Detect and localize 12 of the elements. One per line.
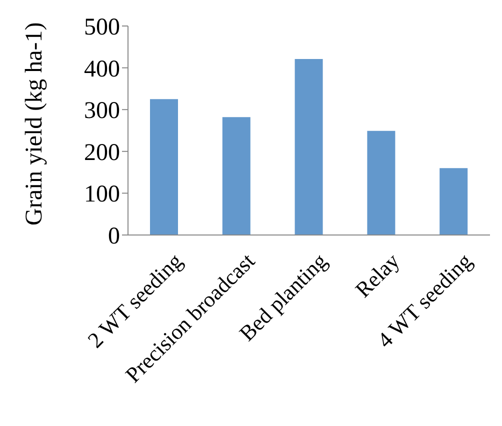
y-tick-label: 500 bbox=[84, 14, 120, 41]
y-tick-label: 100 bbox=[84, 182, 120, 208]
y-tick-label: 200 bbox=[84, 140, 120, 166]
bar bbox=[440, 168, 468, 235]
y-tick-label: 400 bbox=[84, 56, 120, 82]
bar bbox=[150, 99, 178, 235]
bar bbox=[294, 59, 323, 235]
y-tick-label: 0 bbox=[108, 224, 120, 250]
y-axis-title: Grain yield (kg ha-1) bbox=[22, 22, 48, 226]
bar bbox=[367, 130, 396, 235]
bar bbox=[222, 117, 250, 235]
y-tick-label: 300 bbox=[84, 98, 120, 124]
